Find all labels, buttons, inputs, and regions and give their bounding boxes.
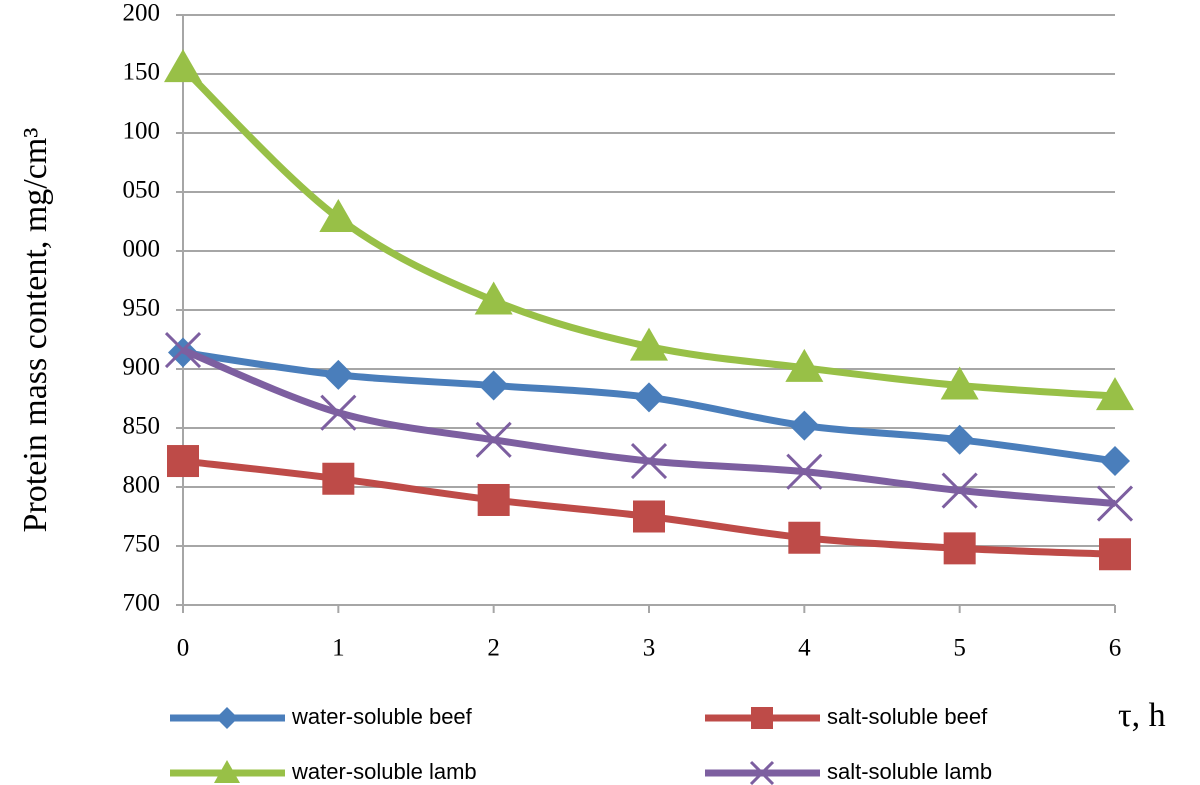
- x-tick-label: 1: [332, 635, 345, 662]
- y-tick-label: 000: [123, 236, 161, 263]
- y-tick-label: 850: [123, 413, 161, 440]
- marker: [322, 462, 355, 495]
- marker: [943, 532, 976, 565]
- x-tick-label: 5: [953, 635, 966, 662]
- y-tick-label: 150: [123, 59, 161, 86]
- marker: [630, 442, 668, 480]
- marker: [320, 394, 357, 431]
- marker: [1096, 485, 1134, 522]
- legend-label: salt-soluble lamb: [827, 759, 992, 784]
- marker: [789, 410, 820, 441]
- marker: [785, 348, 824, 382]
- marker: [1100, 446, 1130, 477]
- x-tick-label: 3: [643, 635, 656, 662]
- marker: [630, 327, 668, 361]
- legend-label: water-soluble beef: [291, 704, 473, 729]
- y-tick-label: 200: [123, 0, 161, 27]
- legend-marker: [214, 760, 240, 783]
- marker: [319, 198, 358, 232]
- marker: [167, 445, 199, 478]
- legend-label: water-soluble lamb: [291, 759, 477, 784]
- legend-label: salt-soluble beef: [827, 704, 988, 729]
- marker: [786, 453, 823, 490]
- y-tick-label: 750: [123, 531, 161, 558]
- marker: [634, 382, 664, 413]
- legend-entry: water-soluble lamb: [170, 759, 477, 784]
- marker: [474, 281, 513, 315]
- marker: [1099, 538, 1131, 571]
- marker: [477, 483, 510, 516]
- marker: [940, 366, 979, 400]
- marker: [475, 421, 512, 458]
- y-axis-title: Protein mass content, mg/cm³: [17, 128, 54, 533]
- legend-entry: salt-soluble lamb: [705, 759, 992, 785]
- x-tick-label: 2: [487, 635, 500, 662]
- marker: [944, 424, 975, 455]
- y-tick-label: 100: [123, 118, 161, 145]
- x-tick-label: 4: [798, 635, 811, 662]
- x-tick-label: 0: [177, 635, 190, 662]
- legend-entry: water-soluble beef: [170, 704, 473, 729]
- y-tick-label: 800: [123, 472, 161, 499]
- marker: [941, 472, 978, 509]
- marker: [1096, 377, 1134, 411]
- legend-entry: salt-soluble beef: [705, 704, 988, 729]
- y-tick-label: 050: [123, 177, 161, 204]
- marker: [164, 332, 202, 369]
- y-tick-label: 900: [123, 354, 161, 381]
- marker: [164, 49, 202, 83]
- y-tick-label: 700: [123, 590, 161, 617]
- marker: [478, 370, 509, 401]
- x-tick-label: 6: [1109, 635, 1122, 662]
- marker: [633, 500, 665, 533]
- marker: [788, 521, 821, 554]
- y-tick-label: 950: [123, 295, 161, 322]
- x-axis-title: τ, h: [1118, 697, 1166, 734]
- legend-marker: [751, 707, 773, 729]
- marker: [323, 359, 354, 390]
- legend-marker: [749, 760, 775, 785]
- legend-marker: [216, 707, 238, 729]
